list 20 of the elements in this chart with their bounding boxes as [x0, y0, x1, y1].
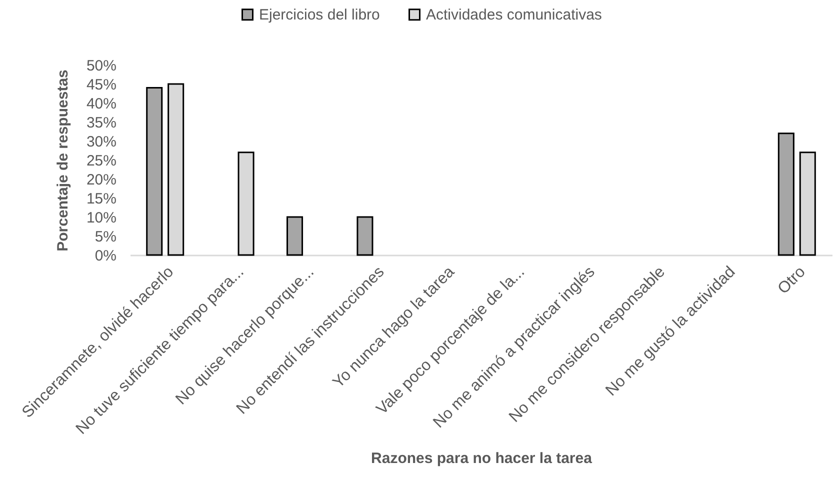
legend-label: Ejercicios del libro [259, 6, 380, 24]
legend-label: Actividades comunicativas [426, 6, 602, 24]
y-tick-label: 40% [86, 96, 116, 112]
y-tick-label: 30% [86, 134, 116, 150]
y-tick-label: 35% [86, 114, 116, 132]
y-tick-label: 20% [86, 172, 116, 188]
x-tick-label: Otro [774, 263, 809, 298]
y-tick-label: 50% [86, 58, 116, 74]
y-tick-label: 15% [86, 190, 116, 208]
bar [356, 216, 374, 256]
bar [778, 132, 794, 256]
x-axis-title: Razones para no hacer la tarea [371, 450, 593, 468]
y-tick-label: 5% [94, 228, 116, 246]
y-tick-label: 45% [86, 76, 116, 94]
y-tick-label: 25% [86, 152, 116, 170]
y-tick-label: 0% [94, 248, 116, 264]
bar [286, 216, 304, 256]
y-axis-title: Porcentaje de respuestas [54, 70, 72, 252]
y-tick-label: 10% [86, 210, 116, 226]
bar [146, 87, 163, 256]
